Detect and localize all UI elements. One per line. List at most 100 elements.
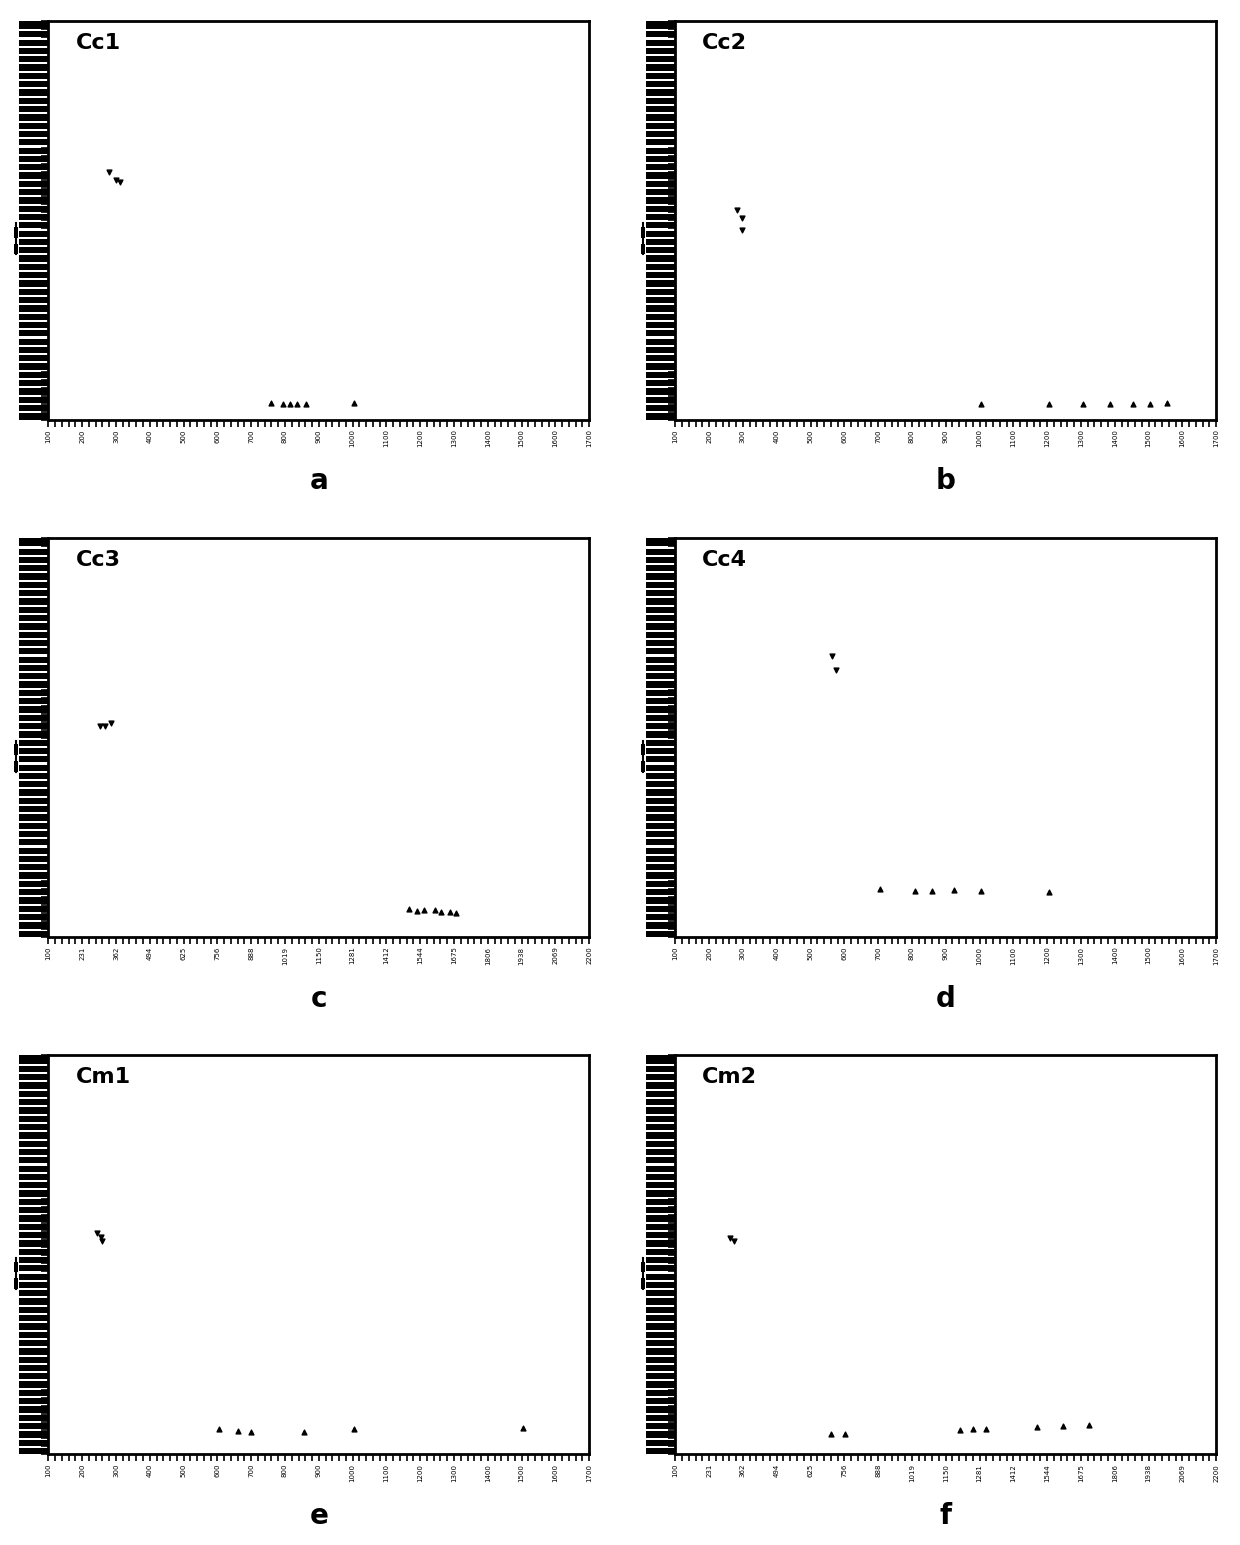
FancyBboxPatch shape xyxy=(646,590,676,596)
FancyBboxPatch shape xyxy=(19,898,48,904)
FancyBboxPatch shape xyxy=(646,1191,676,1197)
FancyBboxPatch shape xyxy=(19,1074,48,1080)
FancyBboxPatch shape xyxy=(646,331,676,337)
FancyBboxPatch shape xyxy=(646,632,676,638)
FancyBboxPatch shape xyxy=(19,698,48,705)
Text: Cc1: Cc1 xyxy=(76,32,120,53)
FancyBboxPatch shape xyxy=(646,831,676,837)
Bar xyxy=(641,745,645,756)
FancyBboxPatch shape xyxy=(646,173,676,179)
FancyBboxPatch shape xyxy=(646,1258,676,1264)
FancyBboxPatch shape xyxy=(19,723,48,729)
Point xyxy=(91,714,110,739)
FancyBboxPatch shape xyxy=(19,1390,48,1397)
FancyBboxPatch shape xyxy=(646,1108,676,1114)
FancyBboxPatch shape xyxy=(19,280,48,287)
Point xyxy=(724,1228,744,1253)
FancyBboxPatch shape xyxy=(19,748,48,754)
FancyBboxPatch shape xyxy=(646,1248,676,1255)
Point xyxy=(870,876,890,901)
FancyBboxPatch shape xyxy=(19,922,48,929)
FancyBboxPatch shape xyxy=(19,164,48,170)
Point xyxy=(1039,879,1059,904)
FancyBboxPatch shape xyxy=(646,881,676,887)
FancyBboxPatch shape xyxy=(19,188,48,195)
Bar xyxy=(646,20,676,29)
FancyBboxPatch shape xyxy=(646,247,676,253)
FancyBboxPatch shape xyxy=(646,1332,676,1338)
Point xyxy=(345,1417,365,1441)
FancyBboxPatch shape xyxy=(646,657,676,663)
FancyBboxPatch shape xyxy=(646,1315,676,1321)
FancyBboxPatch shape xyxy=(646,1132,676,1139)
FancyBboxPatch shape xyxy=(646,664,676,671)
FancyBboxPatch shape xyxy=(19,806,48,813)
FancyBboxPatch shape xyxy=(646,1290,676,1296)
FancyBboxPatch shape xyxy=(19,789,48,796)
Text: Cc2: Cc2 xyxy=(702,32,748,53)
Point xyxy=(1100,392,1120,417)
FancyBboxPatch shape xyxy=(646,772,676,779)
FancyBboxPatch shape xyxy=(646,380,676,386)
Point xyxy=(905,879,925,904)
Point xyxy=(1073,392,1092,417)
FancyBboxPatch shape xyxy=(646,556,676,562)
FancyBboxPatch shape xyxy=(646,56,676,62)
FancyBboxPatch shape xyxy=(646,582,676,589)
Point xyxy=(425,898,445,922)
Bar xyxy=(641,762,645,772)
Point xyxy=(262,391,281,416)
FancyBboxPatch shape xyxy=(19,1083,48,1089)
FancyBboxPatch shape xyxy=(646,1265,676,1272)
Text: Cm2: Cm2 xyxy=(702,1068,758,1088)
Bar xyxy=(641,1262,645,1273)
FancyBboxPatch shape xyxy=(646,40,676,46)
FancyBboxPatch shape xyxy=(646,1374,676,1380)
Bar xyxy=(641,1278,645,1289)
FancyBboxPatch shape xyxy=(19,1207,48,1213)
Point xyxy=(822,643,842,667)
FancyBboxPatch shape xyxy=(19,1132,48,1139)
FancyBboxPatch shape xyxy=(19,314,48,320)
FancyBboxPatch shape xyxy=(19,372,48,379)
FancyBboxPatch shape xyxy=(646,1199,676,1205)
FancyBboxPatch shape xyxy=(646,230,676,236)
Point xyxy=(242,1420,262,1445)
FancyBboxPatch shape xyxy=(646,1298,676,1304)
FancyBboxPatch shape xyxy=(19,1332,48,1338)
FancyBboxPatch shape xyxy=(646,681,676,688)
FancyBboxPatch shape xyxy=(646,1074,676,1080)
FancyBboxPatch shape xyxy=(646,1448,676,1454)
FancyBboxPatch shape xyxy=(646,1357,676,1363)
FancyBboxPatch shape xyxy=(646,649,676,655)
FancyBboxPatch shape xyxy=(646,239,676,246)
FancyBboxPatch shape xyxy=(646,864,676,870)
FancyBboxPatch shape xyxy=(646,297,676,303)
FancyBboxPatch shape xyxy=(19,782,48,788)
FancyBboxPatch shape xyxy=(646,139,676,145)
FancyBboxPatch shape xyxy=(646,156,676,162)
FancyBboxPatch shape xyxy=(19,1406,48,1412)
FancyBboxPatch shape xyxy=(19,355,48,362)
FancyBboxPatch shape xyxy=(646,363,676,369)
FancyBboxPatch shape xyxy=(19,272,48,278)
Bar xyxy=(19,538,48,545)
FancyBboxPatch shape xyxy=(646,873,676,879)
FancyBboxPatch shape xyxy=(19,681,48,688)
FancyBboxPatch shape xyxy=(19,397,48,403)
FancyBboxPatch shape xyxy=(19,56,48,62)
FancyBboxPatch shape xyxy=(19,689,48,695)
FancyBboxPatch shape xyxy=(646,48,676,54)
Text: Cc3: Cc3 xyxy=(76,550,120,570)
FancyBboxPatch shape xyxy=(646,321,676,328)
FancyBboxPatch shape xyxy=(646,740,676,746)
Point xyxy=(100,711,120,735)
Bar xyxy=(19,20,48,29)
FancyBboxPatch shape xyxy=(19,321,48,328)
FancyBboxPatch shape xyxy=(19,338,48,345)
FancyBboxPatch shape xyxy=(646,1349,676,1355)
Point xyxy=(110,168,130,193)
FancyBboxPatch shape xyxy=(19,414,48,420)
FancyBboxPatch shape xyxy=(19,1140,48,1146)
FancyBboxPatch shape xyxy=(646,164,676,170)
